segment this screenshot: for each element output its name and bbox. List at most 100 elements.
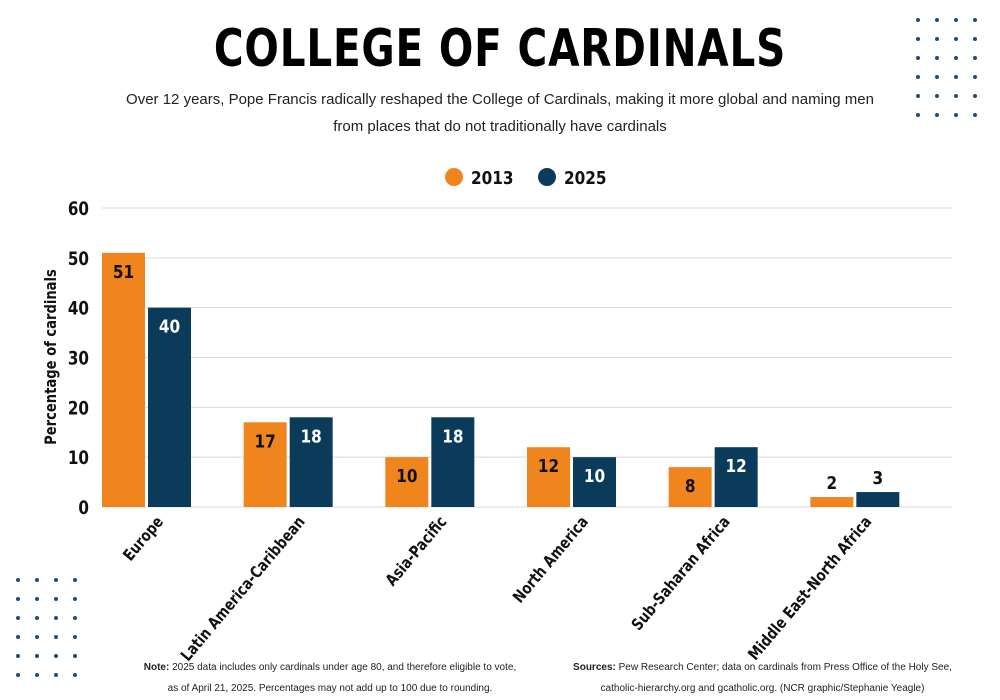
- decorative-dot: [935, 18, 939, 22]
- decorative-dot: [973, 75, 977, 79]
- x-tick-label: Asia-Pacific: [382, 513, 451, 590]
- data-label-2025: 18: [301, 425, 322, 447]
- x-tick-label: Latin America-Caribbean: [177, 513, 309, 665]
- decorative-dot: [73, 578, 77, 582]
- data-label-2013: 10: [396, 465, 417, 487]
- bar-2013: [668, 467, 712, 507]
- data-label-2025: 12: [726, 455, 747, 477]
- bar-2013: [243, 422, 287, 507]
- decorative-dot: [35, 654, 39, 658]
- decorative-dot: [973, 37, 977, 41]
- y-tick-label: 50: [68, 248, 89, 270]
- legend-label-2025: 2025: [564, 167, 607, 189]
- note-line-1: 2025 data includes only cardinals under …: [172, 662, 517, 673]
- decorative-dot: [916, 56, 920, 60]
- x-tick-label: Sub-Saharan Africa: [628, 513, 734, 634]
- decorative-dot: [73, 673, 77, 677]
- footnote: Note: 2025 data includes only cardinals …: [120, 657, 540, 699]
- data-label-2025: 40: [159, 315, 180, 337]
- x-tick-label: Europe: [120, 513, 168, 565]
- x-tick-label: Middle East-North Africa: [745, 513, 876, 664]
- y-tick-label: 60: [68, 198, 89, 220]
- decorative-dot: [54, 673, 58, 677]
- sources-line-1: Pew Research Center; data on cardinals f…: [618, 662, 952, 673]
- decorative-dot: [73, 597, 77, 601]
- sources: Sources: Pew Research Center; data on ca…: [555, 657, 970, 699]
- decorative-dot: [916, 18, 920, 22]
- bar-2025: [431, 417, 475, 507]
- decorative-dot: [54, 578, 58, 582]
- page-subtitle: Over 12 years, Pope Francis radically re…: [126, 91, 874, 135]
- decorative-dot: [16, 654, 20, 658]
- decorative-dot: [954, 37, 958, 41]
- data-label-2013: 12: [538, 455, 559, 477]
- decorative-dot: [954, 94, 958, 98]
- y-tick-label: 10: [68, 448, 89, 470]
- decorative-dot: [35, 578, 39, 582]
- decorative-dot: [973, 113, 977, 117]
- decorative-dot: [16, 673, 20, 677]
- decorative-dot: [35, 673, 39, 677]
- decorative-dot: [954, 18, 958, 22]
- sources-line-2: catholic-hierarchy.org and gcatholic.org…: [600, 683, 925, 694]
- decorative-dot: [916, 94, 920, 98]
- data-label-2013: 17: [255, 430, 276, 452]
- decorative-dot: [35, 616, 39, 620]
- decorative-dot: [73, 654, 77, 658]
- data-label-2013: 51: [113, 261, 134, 283]
- decorative-dot: [954, 113, 958, 117]
- bar-2025: [714, 447, 758, 507]
- bar-2025: [148, 307, 191, 507]
- y-tick-label: 40: [68, 298, 89, 320]
- legend-label-2013: 2013: [471, 167, 514, 189]
- decorative-dot: [973, 18, 977, 22]
- decorative-dot: [54, 616, 58, 620]
- decorative-dot: [16, 616, 20, 620]
- decorative-dot: [54, 635, 58, 639]
- data-label-2025: 3: [873, 467, 884, 489]
- decorative-dot: [73, 616, 77, 620]
- decorative-dot: [935, 94, 939, 98]
- decorative-dot: [16, 635, 20, 639]
- decorative-dot: [954, 75, 958, 79]
- decorative-dot: [935, 56, 939, 60]
- decorative-dot: [935, 113, 939, 117]
- decorative-dot: [16, 597, 20, 601]
- decorative-dot: [35, 635, 39, 639]
- bar-2013: [527, 447, 570, 507]
- x-tick-label: North America: [509, 513, 592, 607]
- decorative-dot: [73, 635, 77, 639]
- data-label-2013: 8: [685, 475, 696, 497]
- decorative-dot: [35, 597, 39, 601]
- decorative-dot: [935, 75, 939, 79]
- bar-2013: [102, 252, 145, 507]
- bar-2025: [856, 492, 900, 507]
- y-tick-label: 30: [68, 348, 89, 370]
- bar-2025: [289, 417, 333, 507]
- decorative-dot: [916, 113, 920, 117]
- decorative-dot: [973, 94, 977, 98]
- sources-label: Sources:: [573, 662, 616, 673]
- decorative-dot: [16, 578, 20, 582]
- decorative-dot: [54, 654, 58, 658]
- legend-swatch-2025: [538, 168, 556, 186]
- page-title: COLLEGE OF CARDINALS: [213, 19, 787, 79]
- data-label-2025: 18: [442, 425, 463, 447]
- decorative-dot: [916, 75, 920, 79]
- data-label-2013: 2: [827, 472, 838, 494]
- decorative-dot: [54, 597, 58, 601]
- legend-swatch-2013: [445, 168, 463, 186]
- bar-2025: [573, 457, 616, 507]
- data-label-2025: 10: [584, 465, 605, 487]
- decorative-dot: [954, 56, 958, 60]
- y-tick-label: 0: [78, 497, 89, 519]
- note-line-2: as of April 21, 2025. Percentages may no…: [167, 683, 493, 694]
- decorative-dot: [916, 37, 920, 41]
- bar-2013: [385, 457, 429, 507]
- decorative-dot: [935, 37, 939, 41]
- y-tick-label: 20: [68, 398, 89, 420]
- y-axis-label: Percentage of cardinals: [42, 269, 61, 445]
- decorative-dot: [973, 56, 977, 60]
- note-label: Note:: [143, 662, 170, 673]
